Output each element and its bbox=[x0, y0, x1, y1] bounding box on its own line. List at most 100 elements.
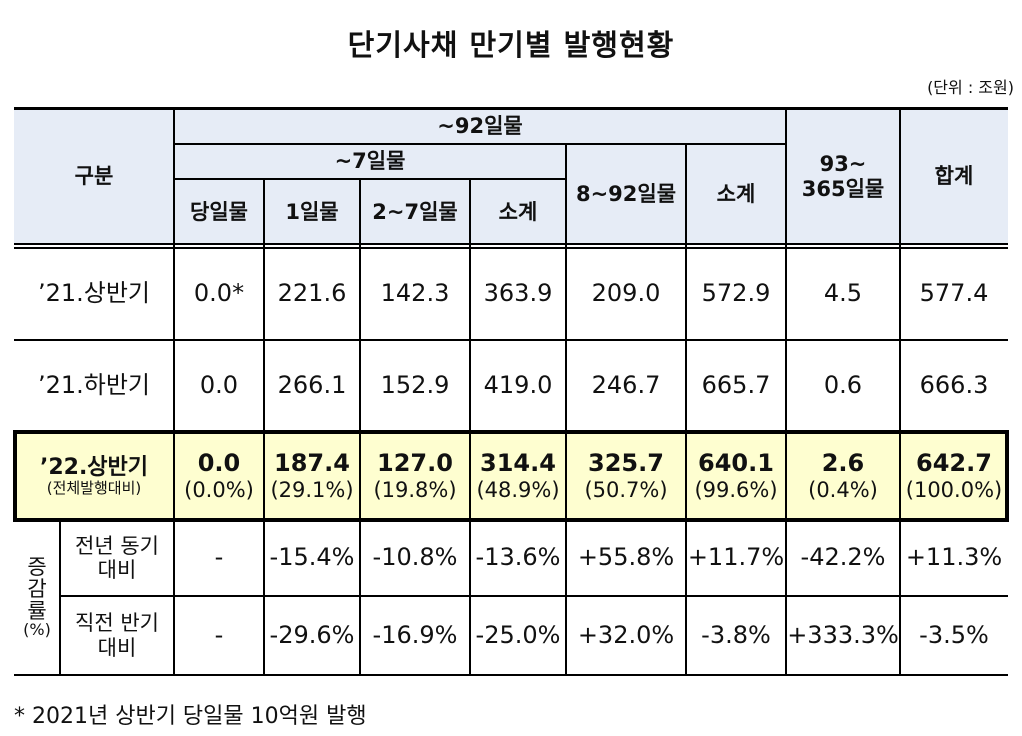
header-col-label: 당일물 bbox=[190, 199, 248, 224]
highlight-cell: 640.1 (99.6%) bbox=[686, 432, 786, 520]
growth-char: 률 bbox=[27, 599, 47, 624]
cell-value: 2.6 bbox=[821, 449, 865, 478]
header-category-label: 구분 bbox=[74, 164, 114, 189]
border-v bbox=[359, 179, 361, 675]
border-v bbox=[469, 179, 471, 675]
cell-value: 246.7 bbox=[591, 371, 661, 400]
table-cell: 665.7 bbox=[686, 340, 786, 432]
cell-value: 187.4 bbox=[274, 449, 350, 478]
growth-cell: -3.5% bbox=[900, 596, 1008, 675]
growth-cell: - bbox=[174, 520, 264, 596]
cell-value: -3.8% bbox=[701, 620, 771, 649]
growth-cell: +333.3% bbox=[786, 596, 900, 675]
header-col-1day: 1일물 bbox=[264, 179, 360, 245]
cell-value: 419.0 bbox=[483, 371, 553, 400]
cell-value: +333.3% bbox=[787, 620, 899, 649]
growth-label-line1: 전년 동기 bbox=[75, 533, 159, 558]
table-cell: 246.7 bbox=[566, 340, 686, 432]
cell-value: -29.6% bbox=[269, 620, 355, 649]
header-col-label: 8~92일물 bbox=[575, 182, 677, 207]
cell-value: 152.9 bbox=[380, 371, 450, 400]
table-cell: 209.0 bbox=[566, 248, 686, 340]
table-cell: 572.9 bbox=[686, 248, 786, 340]
border-header-double-2 bbox=[14, 247, 1008, 249]
border-v bbox=[263, 179, 265, 675]
table-cell: 363.9 bbox=[470, 248, 566, 340]
border-h bbox=[174, 178, 566, 180]
header-col-93-365day: 93~ 365일물 bbox=[786, 108, 900, 245]
header-group-92-label: ~92일물 bbox=[437, 113, 523, 138]
growth-cell: +11.7% bbox=[686, 520, 786, 596]
cell-value: 642.7 bbox=[916, 449, 992, 478]
header-group-92: ~92일물 bbox=[174, 108, 786, 144]
highlight-cell: 187.4 (29.1%) bbox=[264, 432, 360, 520]
cell-value: - bbox=[214, 543, 224, 572]
border-h bbox=[60, 595, 1008, 597]
cell-value: 0.0 bbox=[197, 449, 241, 478]
cell-share: (100.0%) bbox=[905, 477, 1003, 502]
growth-cell: - bbox=[174, 596, 264, 675]
growth-label-line2: 대비 bbox=[97, 635, 137, 660]
table-cell: 419.0 bbox=[470, 340, 566, 432]
cell-value: 221.6 bbox=[277, 279, 347, 308]
highlight-sublabel: (전체발행대비) bbox=[46, 479, 142, 498]
header-col-same-day: 당일물 bbox=[174, 179, 264, 245]
cell-share: (0.4%) bbox=[808, 477, 878, 502]
cell-value: 4.5 bbox=[823, 279, 863, 308]
border-v bbox=[685, 144, 687, 675]
cell-value: 640.1 bbox=[698, 449, 774, 478]
table-cell: 221.6 bbox=[264, 248, 360, 340]
cell-value: 577.4 bbox=[919, 279, 989, 308]
cell-share: (50.7%) bbox=[584, 477, 668, 502]
cell-share: (29.1%) bbox=[270, 477, 354, 502]
cell-value: 325.7 bbox=[588, 449, 664, 478]
table-cell: 4.5 bbox=[786, 248, 900, 340]
row-label: ’21.하반기 bbox=[14, 340, 174, 432]
cell-value: 0.0 bbox=[199, 371, 239, 400]
border-h bbox=[14, 339, 1008, 341]
cell-value: 666.3 bbox=[919, 371, 989, 400]
border-h bbox=[174, 143, 786, 145]
growth-cell: +11.3% bbox=[900, 520, 1008, 596]
header-col-label: 2~7일물 bbox=[372, 199, 458, 224]
growth-char: 감 bbox=[27, 577, 47, 602]
header-col-label: 합계 bbox=[934, 164, 974, 189]
growth-cell: -25.0% bbox=[470, 596, 566, 675]
cell-value: +11.7% bbox=[687, 543, 785, 572]
highlight-row-border bbox=[13, 430, 1009, 522]
cell-share: (19.8%) bbox=[373, 477, 457, 502]
highlight-cell: 0.0 (0.0%) bbox=[174, 432, 264, 520]
cell-value: 0.0* bbox=[193, 279, 245, 308]
border-v bbox=[565, 144, 567, 675]
growth-label-line1: 직전 반기 bbox=[75, 611, 159, 636]
header-group-7-label: ~7일물 bbox=[334, 149, 406, 174]
cell-value: - bbox=[214, 620, 224, 649]
cell-share: (48.9%) bbox=[476, 477, 560, 502]
header-col-2-7day: 2~7일물 bbox=[360, 179, 470, 245]
row-label-text: ’21.하반기 bbox=[37, 371, 151, 400]
cell-share: (99.6%) bbox=[694, 477, 778, 502]
header-col-subtotal-92: 소계 bbox=[686, 144, 786, 245]
border-v bbox=[173, 108, 175, 675]
growth-cell: -16.9% bbox=[360, 596, 470, 675]
cell-value: 0.6 bbox=[823, 371, 863, 400]
row-label-text: ’21.상반기 bbox=[37, 279, 151, 308]
header-col-label: 소계 bbox=[498, 199, 538, 224]
highlight-cell: 127.0 (19.8%) bbox=[360, 432, 470, 520]
cell-value: 314.4 bbox=[480, 449, 556, 478]
header-col-label: 소계 bbox=[716, 182, 756, 207]
header-col-label-line2: 365일물 bbox=[801, 176, 885, 201]
cell-value: -25.0% bbox=[475, 620, 561, 649]
border-v bbox=[785, 108, 787, 675]
growth-cell: +55.8% bbox=[566, 520, 686, 596]
cell-value: 142.3 bbox=[380, 279, 450, 308]
cell-value: -3.5% bbox=[919, 620, 989, 649]
border-v bbox=[59, 520, 61, 675]
unit-label: (단위 : 조원) bbox=[927, 78, 1014, 97]
growth-cell: -3.8% bbox=[686, 596, 786, 675]
header-col-label-line1: 93~ bbox=[819, 152, 867, 177]
growth-cell: -42.2% bbox=[786, 520, 900, 596]
growth-label-line2: 대비 bbox=[97, 558, 137, 582]
highlight-cell: 2.6 (0.4%) bbox=[786, 432, 900, 520]
border-v bbox=[899, 108, 901, 675]
